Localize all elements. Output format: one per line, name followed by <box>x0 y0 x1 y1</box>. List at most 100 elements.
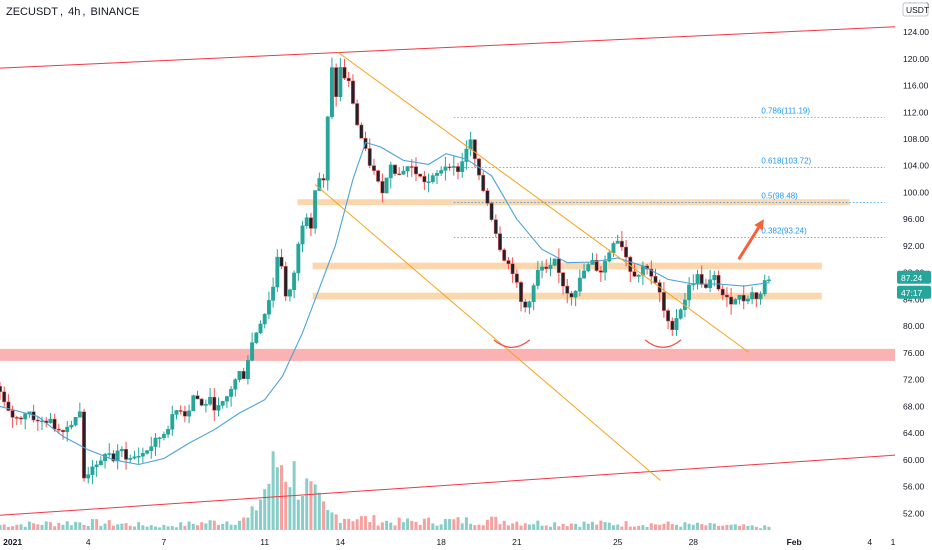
volume-bar <box>557 526 561 530</box>
volume-bar <box>271 451 275 530</box>
volume-bar <box>313 484 317 530</box>
volume-bar <box>679 526 683 530</box>
candle-body <box>439 170 444 174</box>
candle-body <box>661 292 666 311</box>
candle-body <box>586 264 591 272</box>
candle-body <box>619 240 624 248</box>
candle-body <box>649 268 654 277</box>
volume-bar <box>216 524 220 530</box>
candle-body <box>321 178 326 181</box>
candle-body <box>737 294 742 300</box>
candle-body <box>632 271 637 277</box>
candle-body <box>351 80 355 104</box>
volume-bar <box>759 528 763 530</box>
x-tick-label: 2021 <box>3 537 22 547</box>
volume-bar <box>57 522 61 530</box>
candle-body <box>653 276 658 283</box>
wedge-lower-line <box>314 184 661 481</box>
volume-bar <box>742 524 746 530</box>
x-tick-label: 4 <box>86 537 91 547</box>
y-tick-label: 84.00 <box>903 294 925 304</box>
candle-body <box>393 164 397 174</box>
candle-body <box>220 400 225 406</box>
volume-bar <box>145 526 149 530</box>
interval-label[interactable]: 4h <box>68 6 81 18</box>
y-tick-label: 56.00 <box>903 482 925 492</box>
y-tick-label: 68.00 <box>903 401 925 411</box>
candle-body <box>73 417 78 426</box>
volume-bar <box>120 523 124 530</box>
volume-bar <box>628 526 632 530</box>
candle-body <box>254 332 259 343</box>
candle-body <box>140 453 145 457</box>
volume-bar <box>19 524 23 530</box>
candle-body <box>523 301 528 308</box>
x-tick-label: 21 <box>512 537 522 547</box>
candle-body <box>435 173 439 176</box>
ma-line <box>0 141 769 466</box>
y-tick-label: 104.00 <box>903 161 929 171</box>
y-tick-label: 100.00 <box>903 187 929 197</box>
volume-bar <box>578 526 582 530</box>
volume-bar <box>624 521 628 530</box>
candle-body <box>262 313 267 325</box>
volume-bar <box>162 524 166 530</box>
candle-body <box>380 181 385 194</box>
volume-bar <box>149 525 153 530</box>
volume-bar <box>574 523 578 530</box>
volume-bar <box>490 516 494 530</box>
candle-body <box>23 413 28 420</box>
candle-body <box>472 139 477 160</box>
volume-bar <box>700 524 704 530</box>
volume-bar <box>607 522 611 530</box>
candle-body <box>754 292 759 300</box>
volume-bar <box>385 520 389 530</box>
y-tick-label: 92.00 <box>903 241 925 251</box>
volume-bar <box>11 526 15 530</box>
candle-body <box>367 148 372 166</box>
candle-body <box>372 165 376 171</box>
candle-body <box>724 294 729 298</box>
volume-bar <box>174 527 178 530</box>
candle-body <box>733 299 738 305</box>
volume-bar <box>515 521 519 530</box>
volume-bar <box>427 517 431 530</box>
volume-bar <box>738 525 742 530</box>
volume-bar <box>212 520 216 530</box>
volume-bar <box>519 525 523 530</box>
x-tick-label: Feb <box>787 537 802 547</box>
volume-bar <box>0 525 2 530</box>
time-axis[interactable]: 202147111418212528Feb48111 <box>0 532 932 550</box>
volume-bar <box>435 525 439 530</box>
volume-bar <box>187 521 191 530</box>
candle-body <box>308 217 313 229</box>
candle-body <box>178 410 183 412</box>
exchange-label: BINANCE <box>90 6 140 18</box>
volume-bar <box>603 522 607 530</box>
symbol-label[interactable]: ZECUSDT <box>6 6 58 18</box>
volume-bar <box>532 524 536 530</box>
volume-bar <box>658 524 662 530</box>
candle-body <box>548 264 553 269</box>
y-tick-label: 112.00 <box>903 107 929 117</box>
volume-bar <box>683 522 687 530</box>
volume-bar <box>523 523 527 530</box>
candle-body <box>338 67 343 98</box>
fib-label-1: 0.618(103.72) <box>761 157 811 166</box>
candle-body <box>456 166 460 173</box>
candle-body <box>287 289 292 297</box>
volume-bar <box>717 525 721 530</box>
annotations <box>493 219 764 349</box>
volume-bar <box>116 524 120 530</box>
candle-body <box>77 411 82 418</box>
volume-bar <box>309 481 313 530</box>
volume-bar <box>107 520 111 530</box>
volume-bar <box>511 523 515 530</box>
volume-bar <box>330 512 334 530</box>
last-price-label: 87.24 <box>901 273 923 283</box>
candle-body <box>405 166 410 172</box>
arrow-shaft <box>737 226 760 261</box>
candle-body <box>132 456 137 459</box>
candle-body <box>624 246 629 258</box>
